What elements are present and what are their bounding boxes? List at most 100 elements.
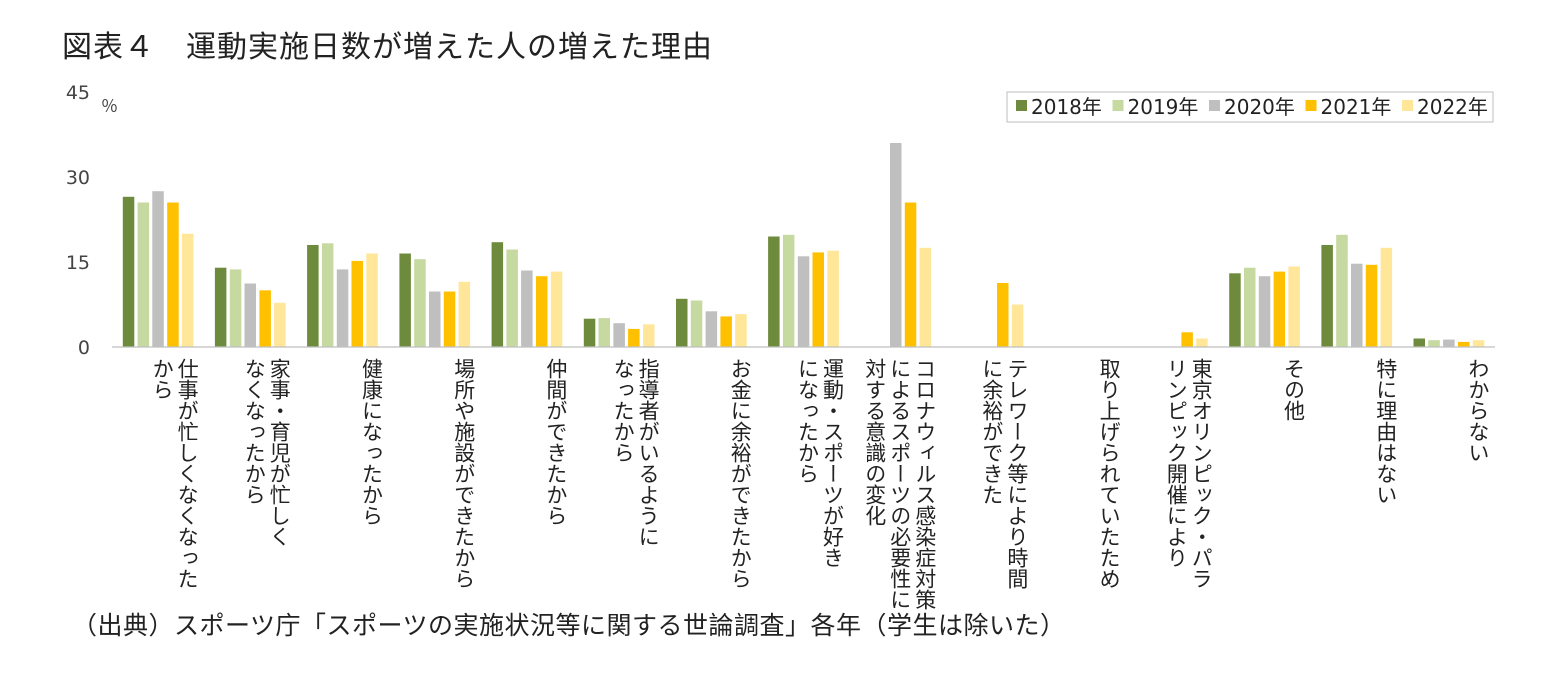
bar [506, 249, 518, 347]
category-label-text: 運動・スポーツが好き [821, 358, 845, 568]
y-tick-label: 30 [66, 167, 90, 189]
bar [429, 291, 441, 347]
category-label: によるスポーツの必要性に [888, 358, 912, 610]
legend-label: 2020年 [1224, 95, 1295, 119]
bar [167, 202, 179, 347]
category-label: なくなったから [242, 358, 266, 505]
category-label-text: 取り上げられていたため [1097, 358, 1121, 589]
bar [782, 234, 795, 347]
bar [1321, 245, 1333, 347]
bar [274, 302, 286, 347]
bar [1273, 271, 1286, 347]
bar-marks [122, 143, 1485, 347]
category-label-text: 特に理由はない [1374, 358, 1398, 505]
category-label: に余裕ができた [980, 358, 1004, 505]
y-axis: 0 15 30 45 [66, 82, 90, 359]
category-label: になったから [796, 358, 820, 484]
category-label-text: 東京オリンピック・パラ [1189, 358, 1213, 589]
bar [735, 314, 747, 347]
category-label: コロナウィルス感染症対策 [913, 358, 937, 610]
category-label-text: その他 [1282, 358, 1306, 421]
bar [491, 242, 504, 347]
bar [1229, 273, 1241, 347]
y-axis-unit: ％ [101, 97, 118, 117]
y-tick-label: 0 [78, 337, 90, 359]
category-label: 仕事が忙しくなくなった [175, 358, 199, 589]
bar [1458, 341, 1470, 347]
bar [1011, 304, 1024, 347]
bar [152, 191, 164, 347]
bar [1428, 340, 1440, 347]
bar [1196, 338, 1208, 347]
bar [1288, 266, 1300, 347]
bar [1443, 339, 1455, 347]
category-label: 場所や施設ができたから [452, 358, 476, 589]
bar [366, 253, 378, 347]
bar [536, 276, 548, 347]
bar [1244, 267, 1256, 347]
category-label: から [150, 358, 174, 400]
category-label-text: 場所や施設ができたから [452, 358, 476, 589]
bar [229, 269, 242, 347]
bar [890, 143, 902, 347]
category-label-text: によるスポーツの必要性に [888, 358, 912, 610]
legend-label: 2022年 [1417, 95, 1488, 119]
category-label-text: テレワーク等により時間 [1005, 358, 1029, 589]
category-label: 指導者がいるように [636, 358, 660, 547]
bar [399, 253, 411, 347]
category-label-text: リンピック開催により [1164, 358, 1188, 568]
legend-label: 2018年 [1031, 95, 1102, 119]
bar [137, 202, 150, 347]
bar [1181, 332, 1193, 347]
category-label-text: なったから [611, 358, 635, 463]
bar [521, 270, 533, 347]
legend-swatch [1112, 100, 1124, 111]
bar [443, 291, 456, 347]
bar [259, 290, 271, 347]
bar [1472, 340, 1485, 347]
bar [643, 324, 655, 347]
bar [613, 323, 625, 347]
category-label: わからない [1466, 358, 1490, 463]
category-label-text: になったから [796, 358, 820, 484]
chart-title: 図表４ 運動実施日数が増えた人の増えた理由 [62, 30, 713, 65]
bar [628, 328, 640, 347]
category-label: 特に理由はない [1374, 358, 1398, 505]
category-label-text: わからない [1466, 358, 1490, 463]
category-label-text: 仕事が忙しくなくなった [175, 358, 199, 589]
bar [598, 318, 610, 347]
source-note: （出典）スポーツ庁「スポーツの実施状況等に関する世論調査」各年（学生は除いた） [72, 611, 1066, 640]
category-label-text: 家事・育児が忙しく [267, 358, 291, 547]
legend-label: 2019年 [1128, 95, 1199, 119]
bar [720, 316, 732, 347]
bar [705, 311, 718, 347]
category-label-text: 仲間ができたから [544, 358, 568, 526]
bar [1336, 234, 1348, 347]
category-label-text: 健康になったから [360, 358, 384, 526]
category-label-text: に余裕ができた [980, 358, 1004, 505]
category-label: 仲間ができたから [544, 358, 568, 526]
legend-swatch [1209, 100, 1220, 111]
bar [1380, 247, 1393, 347]
bar [244, 283, 256, 347]
bar [307, 245, 319, 347]
category-label: リンピック開催により [1164, 358, 1188, 568]
bar [1351, 263, 1363, 347]
y-tick-label: 15 [66, 252, 90, 274]
bar [919, 247, 932, 347]
category-label: 取り上げられていたため [1097, 358, 1121, 589]
category-label: 対する意識の変化 [863, 358, 887, 526]
bar [690, 300, 703, 347]
bar [768, 236, 780, 347]
bar [214, 267, 227, 347]
category-label-text: 対する意識の変化 [863, 358, 887, 526]
category-label-text: お金に余裕ができたから [728, 358, 752, 589]
category-label: お金に余裕ができたから [728, 358, 752, 589]
bar [676, 298, 688, 347]
y-tick-label: 45 [66, 82, 90, 104]
category-label: 健康になったから [360, 358, 384, 526]
bar [351, 260, 363, 347]
bar [550, 271, 563, 347]
